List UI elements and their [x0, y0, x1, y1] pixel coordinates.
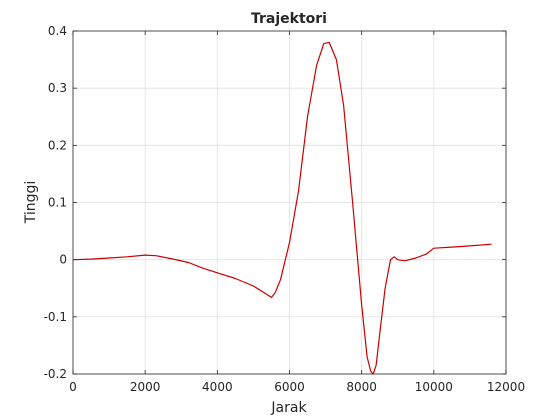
- y-tick-label: 0: [59, 253, 67, 267]
- y-tick-label: 0.2: [48, 138, 67, 152]
- y-tick-label: -0.1: [44, 310, 67, 324]
- x-axis-label: Jarak: [270, 400, 307, 416]
- x-tick-label: 2000: [130, 380, 161, 394]
- series-line: [72, 41, 492, 375]
- y-axis-label: Tinggi: [23, 181, 39, 225]
- chart-title: Trajektori: [251, 11, 327, 27]
- x-tick-label: 12000: [487, 380, 525, 394]
- y-tick-label: -0.2: [44, 367, 67, 381]
- x-tick-label: 4000: [202, 380, 233, 394]
- y-tick-label: 0.4: [48, 24, 67, 38]
- x-tick-label: 6000: [274, 380, 305, 394]
- ticks: 0 2000 4000 6000 8000 10000 12000 -0.2 -0.1 0 0.1 0…: [44, 24, 526, 394]
- x-tick-label: 8000: [346, 380, 377, 394]
- y-tick-label: 0.1: [48, 196, 67, 210]
- y-tick-label: 0.3: [48, 81, 67, 95]
- x-tick-label: 0: [69, 380, 77, 394]
- series: [72, 41, 492, 375]
- x-tick-label: 10000: [415, 380, 453, 394]
